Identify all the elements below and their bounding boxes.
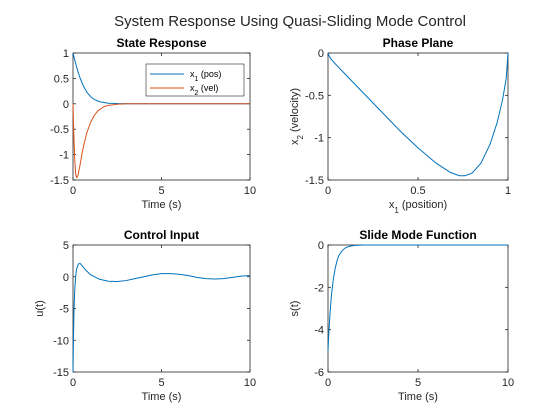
x-tick-label: 0 <box>325 377 331 389</box>
legend-label-1: x1 (pos) <box>190 69 221 83</box>
x-axis-label: Time (s) <box>142 199 182 211</box>
y-tick-label: 0 <box>318 48 324 60</box>
subplot-title: Phase Plane <box>383 36 454 50</box>
x-tick-label: 0 <box>325 185 331 197</box>
y-tick-label: 0.5 <box>54 73 69 85</box>
y-tick-label: -5 <box>59 304 69 316</box>
y-tick-label: -1 <box>314 133 324 145</box>
y-tick-label: -1.5 <box>305 175 324 187</box>
subplot-4: 0 5 10 -6 -4 -2 0 Slide Mode Function Time (s) s(… <box>289 228 514 403</box>
x-tick-label: 5 <box>158 185 164 197</box>
y-tick-label: -0.5 <box>50 124 69 136</box>
y-tick-label: 5 <box>63 240 69 252</box>
x-tick-label: 5 <box>158 377 164 389</box>
series-line-1 <box>327 244 508 351</box>
y-tick-label: -4 <box>314 325 324 337</box>
y-tick-label: 0 <box>63 99 69 111</box>
y-tick-label: 0 <box>63 272 69 284</box>
series-line-1 <box>327 52 509 177</box>
series-line-2 <box>72 103 250 179</box>
y-tick-label: -1.5 <box>50 175 69 187</box>
y-axis-label: x2 (velocity) <box>289 88 305 145</box>
x-tick-label: 10 <box>502 377 514 389</box>
figure-title: System Response Using Quasi-Sliding Mode… <box>114 13 466 30</box>
x-tick-label: 10 <box>244 185 256 197</box>
y-tick-label: -10 <box>53 335 69 347</box>
legend: x1 (pos)x2 (vel) <box>145 63 245 97</box>
y-tick-label: -15 <box>53 367 69 379</box>
x-axis-label: Time (s) <box>398 391 438 403</box>
x-tick-label: 0.5 <box>410 185 425 197</box>
legend-label-2: x2 (vel) <box>190 83 218 97</box>
axes-box <box>327 52 509 181</box>
axes-box <box>327 244 509 373</box>
y-tick-label: 1 <box>63 48 69 60</box>
subplot-3: 0 5 10 -15 -10 -5 0 5 Control Input Time (s) u(t) <box>34 228 256 403</box>
x-tick-label: 10 <box>244 377 256 389</box>
y-tick-label: -2 <box>314 282 324 294</box>
y-tick-label: -1 <box>59 150 69 162</box>
y-tick-label: 0 <box>318 240 324 252</box>
axes-box <box>72 244 251 373</box>
x-tick-label: 1 <box>505 185 511 197</box>
subplot-title: State Response <box>116 36 206 50</box>
series-line-1 <box>72 262 251 373</box>
x-tick-label: 0 <box>70 185 76 197</box>
y-axis-label: u(t) <box>34 300 46 317</box>
subplot-1: 0 5 10 -1.5 -1 -0.5 0 0.5 1 State Response Time (s… <box>50 36 256 211</box>
y-axis-label: s(t) <box>289 301 301 317</box>
subplot-title: Control Input <box>124 228 199 242</box>
x-axis-label: x1 (position) <box>389 199 447 215</box>
x-axis-label: Time (s) <box>142 391 182 403</box>
x-tick-label: 0 <box>70 377 76 389</box>
subplot-title: Slide Mode Function <box>359 228 476 242</box>
y-tick-label: -6 <box>314 367 324 379</box>
y-tick-label: -0.5 <box>305 90 324 102</box>
legend-box <box>145 63 245 97</box>
subplot-2: 0 0.5 1 -1.5 -1 -0.5 0 Phase Plane x1 (position)… <box>289 36 511 215</box>
x-tick-label: 5 <box>415 377 421 389</box>
